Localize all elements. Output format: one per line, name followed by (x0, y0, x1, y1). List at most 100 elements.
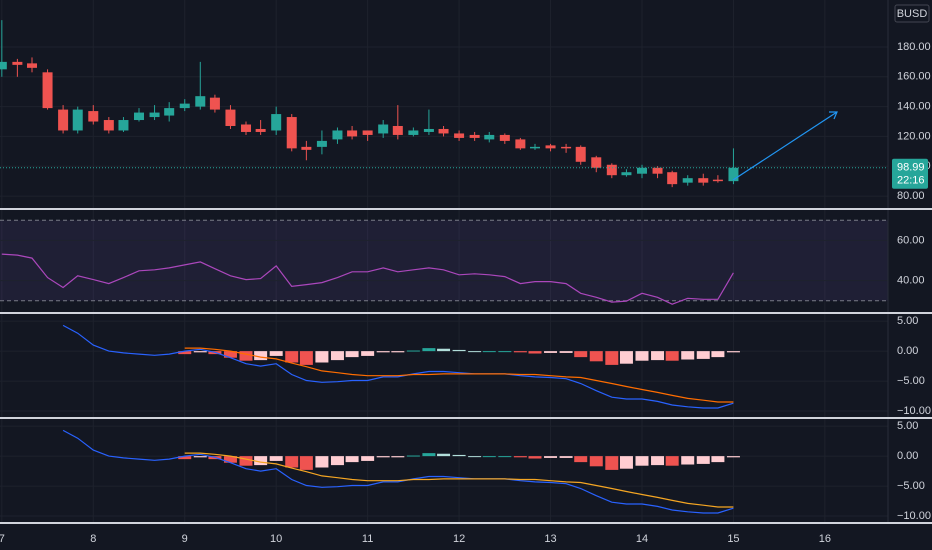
countdown-label: 22:16 (897, 175, 925, 187)
candle-body (88, 111, 99, 122)
histogram-bar (513, 351, 527, 353)
candle-body (225, 109, 236, 126)
rsi-line (1, 253, 734, 305)
candle-body (301, 146, 312, 150)
histogram-bar (559, 351, 573, 353)
histogram-bar (239, 456, 253, 466)
indicator-line (184, 347, 734, 403)
indicator-line (62, 324, 734, 409)
histogram-bar (681, 456, 695, 465)
last-price-box (892, 158, 928, 189)
pane-separator (0, 208, 932, 210)
candle-body (179, 103, 190, 109)
histogram-bar (528, 351, 542, 354)
histogram-bar (681, 351, 695, 360)
histogram-bar (391, 351, 405, 353)
candle-body (0, 61, 7, 70)
x-tick-label: 8 (90, 533, 96, 545)
histogram-bar (193, 456, 207, 458)
candle-body (392, 125, 403, 135)
histogram-bar (589, 351, 603, 362)
indicator-line (184, 452, 734, 508)
histogram-bar (345, 456, 359, 463)
candle-body (652, 167, 663, 174)
y-tick-label: −10.00 (897, 405, 931, 417)
histogram-bar (651, 456, 665, 466)
y-tick-label: −10.00 (897, 510, 931, 522)
x-tick-label: 13 (544, 533, 556, 545)
candle-body (316, 140, 327, 147)
histogram-bar (528, 456, 542, 459)
histogram-bar (361, 456, 375, 461)
histogram-bar (269, 351, 283, 356)
candle-body (667, 172, 678, 185)
candle-body (12, 61, 23, 65)
histogram-bar (482, 351, 496, 353)
candle-body (241, 124, 252, 132)
histogram-bar (468, 456, 482, 458)
candle-body (454, 133, 465, 138)
histogram-bar (544, 351, 558, 353)
histogram-bar (315, 456, 329, 468)
histogram-bar (665, 456, 679, 466)
candle-body (499, 134, 510, 141)
x-tick-label: 9 (182, 533, 188, 545)
candle-body (209, 97, 220, 110)
histogram-bar (345, 351, 359, 358)
x-tick-label: 14 (636, 533, 648, 545)
candle-body (378, 124, 389, 134)
candle-body (561, 146, 572, 149)
candle-body (698, 178, 709, 183)
candle-body (712, 179, 723, 182)
histogram-bar (178, 351, 192, 355)
pane-separator (0, 417, 932, 419)
y-tick-label: 0.00 (897, 345, 918, 357)
histogram-bar (635, 351, 649, 361)
histogram-bar (315, 351, 329, 363)
y-tick-label: 140.00 (897, 101, 931, 113)
candle-body (347, 130, 358, 137)
candle-body (195, 96, 206, 107)
candle-body (255, 128, 266, 132)
candle-body (682, 178, 693, 183)
candle-body (58, 109, 69, 131)
x-tick-label: 16 (819, 533, 831, 545)
candle-body (529, 146, 540, 149)
candle-body (27, 63, 38, 68)
candle-body (438, 128, 449, 134)
histogram-bar (223, 351, 237, 358)
y-tick-label: 60.00 (897, 234, 925, 246)
candle-body (118, 120, 129, 131)
marks (0, 20, 888, 514)
histogram-bar (513, 456, 527, 458)
histogram-bar (589, 456, 603, 467)
x-tick-label: 12 (453, 533, 465, 545)
x-tick-label: 11 (362, 533, 373, 545)
histogram-bar (269, 456, 283, 461)
pane-separator (0, 312, 932, 314)
y-tick-label: 40.00 (897, 275, 925, 287)
candle-body (103, 120, 114, 131)
candle-body (271, 114, 282, 131)
candle-body (484, 134, 495, 140)
candle-body (134, 112, 145, 121)
histogram-bar (299, 351, 313, 365)
histogram-bar (544, 456, 558, 458)
candle-body (606, 164, 617, 176)
histogram-bar (498, 456, 512, 458)
last-price-label: 98.99 (897, 162, 925, 174)
x-tick-label: 10 (270, 533, 282, 545)
trend-arrowhead (829, 111, 838, 120)
histogram-bar (651, 351, 665, 361)
y-tick-label: 160.00 (897, 71, 931, 83)
candle-body (164, 108, 175, 116)
histogram-bar (193, 351, 207, 353)
histogram-bar (468, 351, 482, 353)
y-tick-label: 5.00 (897, 420, 918, 432)
x-tick-label: 15 (727, 533, 739, 545)
histogram-bar (711, 351, 725, 358)
indicator-line (62, 429, 734, 514)
histogram-bar (254, 456, 268, 466)
histogram-bar (406, 455, 420, 457)
histogram-bar (422, 453, 436, 457)
